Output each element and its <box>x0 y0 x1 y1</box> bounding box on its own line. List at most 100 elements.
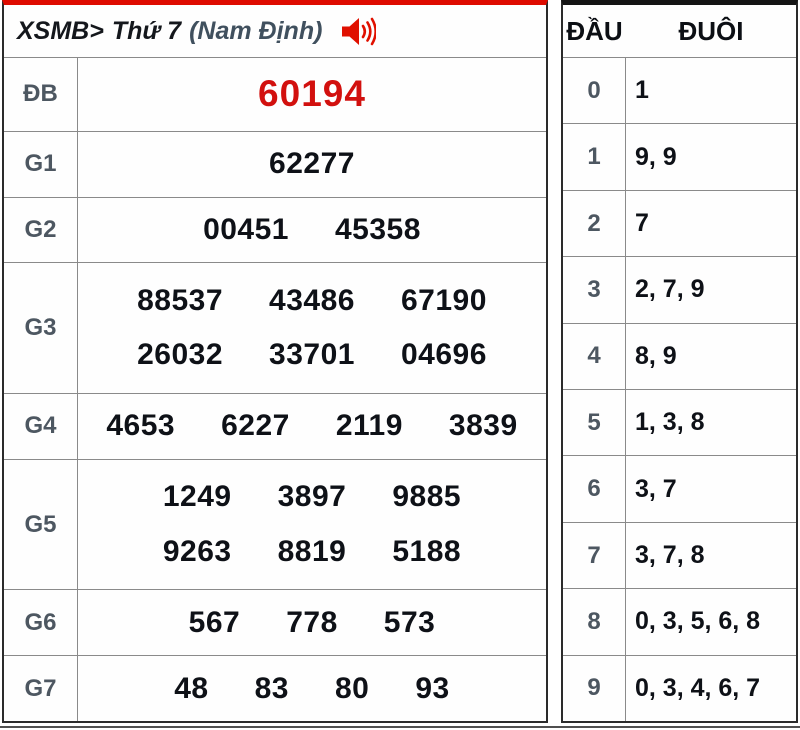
prize-number: 573 <box>383 605 436 639</box>
prize-number: 8819 <box>277 534 347 568</box>
prize-number: 3897 <box>277 480 347 514</box>
duoi-column-header: ĐUÔI <box>678 15 744 46</box>
prize-number: 93 <box>415 671 450 705</box>
prize-table-header: XSMB> Thứ 7 (Nam Định) <box>4 5 546 58</box>
prize-values: 62277 <box>78 132 546 197</box>
prize-label: G3 <box>4 263 78 393</box>
draw-day-label: Thứ 7 <box>111 16 182 45</box>
prize-row-g2: G2 00451 45358 <box>4 197 546 264</box>
prize-number: 04696 <box>400 338 487 372</box>
dau-duoi-row: 3 2, 7, 9 <box>563 257 796 324</box>
dau-duoi-row: 6 3, 7 <box>563 456 796 523</box>
duoi-digits: 1, 3, 8 <box>635 408 705 437</box>
prize-row-g4: G4 4653 6227 2119 3839 <box>4 393 546 460</box>
prize-values: 4653 6227 2119 3839 <box>78 394 546 459</box>
dau-duoi-row: 8 0, 3, 5, 6, 8 <box>563 589 796 656</box>
prize-values: 88537 43486 67190 26032 33701 04696 <box>78 263 546 393</box>
prize-label: G4 <box>4 393 78 459</box>
dau-duoi-row: 7 3, 7, 8 <box>563 522 796 590</box>
duoi-digits: 9, 9 <box>635 142 677 171</box>
prize-number: 3839 <box>448 409 518 443</box>
dau-digit: 0 <box>563 58 626 124</box>
prize-values: 60194 <box>78 58 546 131</box>
prize-number: 67190 <box>400 283 487 317</box>
prize-number: 1249 <box>162 480 232 514</box>
dau-digit: 2 <box>563 190 626 257</box>
prize-number: 9885 <box>392 480 462 514</box>
dau-digit: 8 <box>563 589 626 655</box>
duoi-digits: 8, 9 <box>635 341 677 370</box>
prize-table-body: ĐB 60194 G1 62277 G2 00451 45358 G3 88537 43486 67… <box>4 58 546 721</box>
duoi-digits: 0, 3, 5, 6, 8 <box>635 607 761 636</box>
speaker-icon[interactable] <box>340 16 377 47</box>
prize-label: G7 <box>4 656 78 721</box>
prize-number: 2119 <box>335 409 403 443</box>
prize-label: G1 <box>4 131 78 197</box>
number-line: 00451 45358 <box>78 213 546 247</box>
prize-values: 00451 45358 <box>78 198 546 263</box>
prize-number: 00451 <box>203 212 289 246</box>
prize-number: 80 <box>335 671 370 705</box>
prize-row-g3: G3 88537 43486 67190 26032 33701 04696 <box>4 263 546 394</box>
number-line: 1249 3897 9885 <box>78 480 546 514</box>
prize-row-g1: G1 62277 <box>4 131 546 198</box>
prize-label: G6 <box>4 590 78 656</box>
prize-row-g6: G6 567 778 573 <box>4 590 546 657</box>
prize-row-đb: ĐB 60194 <box>4 58 546 132</box>
duoi-digits: 3, 7, 8 <box>635 541 705 570</box>
number-line: 567 778 573 <box>78 606 546 640</box>
prize-number: 60194 <box>258 73 366 115</box>
prize-values: 567 778 573 <box>78 590 546 655</box>
dau-digit: 3 <box>563 257 626 323</box>
dau-digit: 4 <box>563 323 626 390</box>
dau-column-header: ĐẦU <box>566 15 623 46</box>
number-line: 62277 <box>78 147 546 181</box>
prize-label: ĐB <box>4 58 78 131</box>
prize-values: 1249 3897 9885 9263 8819 5188 <box>78 460 546 590</box>
duoi-digits: 0, 3, 4, 6, 7 <box>635 673 761 702</box>
dau-digit: 6 <box>563 456 626 522</box>
prize-row-g5: G5 1249 3897 9885 9263 8819 5188 <box>4 459 546 591</box>
prize-number: 6227 <box>221 409 290 443</box>
dau-duoi-row: 9 0, 3, 4, 6, 7 <box>563 655 796 722</box>
prize-number: 48 <box>174 671 209 705</box>
duoi-digits: 3, 7 <box>635 474 677 503</box>
dau-digit: 7 <box>563 522 626 589</box>
prize-number: 83 <box>254 671 289 705</box>
number-line: 9263 8819 5188 <box>78 535 546 569</box>
number-line: 88537 43486 67190 <box>78 284 546 318</box>
prize-number: 43486 <box>269 283 355 317</box>
number-line: 60194 <box>78 73 546 115</box>
next-section-divider <box>0 726 800 728</box>
prize-number: 26032 <box>137 338 224 372</box>
duoi-digits: 1 <box>635 76 649 105</box>
speaker-icon-glyph <box>342 17 377 45</box>
prize-number: 88537 <box>137 283 224 317</box>
dau-digit: 1 <box>563 124 626 190</box>
dau-duoi-header: ĐẦU ĐUÔI <box>563 5 796 58</box>
duoi-digits: 2, 7, 9 <box>635 275 705 304</box>
prize-values: 48 83 80 93 <box>78 656 546 721</box>
number-line: 48 83 80 93 <box>78 672 546 706</box>
number-line: 26032 33701 04696 <box>78 338 546 372</box>
prize-number: 4653 <box>106 409 176 443</box>
dau-duoi-row: 1 9, 9 <box>563 124 796 191</box>
prize-number: 45358 <box>335 212 421 246</box>
dau-duoi-row: 4 8, 9 <box>563 323 796 391</box>
number-line: 4653 6227 2119 3839 <box>78 409 546 443</box>
prize-row-g7: G7 48 83 80 93 <box>4 656 546 721</box>
prize-number: 5188 <box>392 534 462 568</box>
dau-duoi-row: 5 1, 3, 8 <box>563 390 796 457</box>
prize-number: 567 <box>188 605 241 639</box>
breadcrumb-xsmb[interactable]: XSMB> <box>17 16 104 45</box>
dau-digit: 5 <box>563 390 626 456</box>
duoi-digits: 7 <box>635 209 649 238</box>
prize-number: 62277 <box>269 147 355 181</box>
prize-number: 778 <box>286 605 338 639</box>
dau-digit: 9 <box>563 655 626 722</box>
dau-duoi-body: 0 1 1 9, 9 2 7 3 2, 7, 9 4 8, 9 5 1, 3, 8 6 3, 7 7 3, 7… <box>563 58 796 722</box>
